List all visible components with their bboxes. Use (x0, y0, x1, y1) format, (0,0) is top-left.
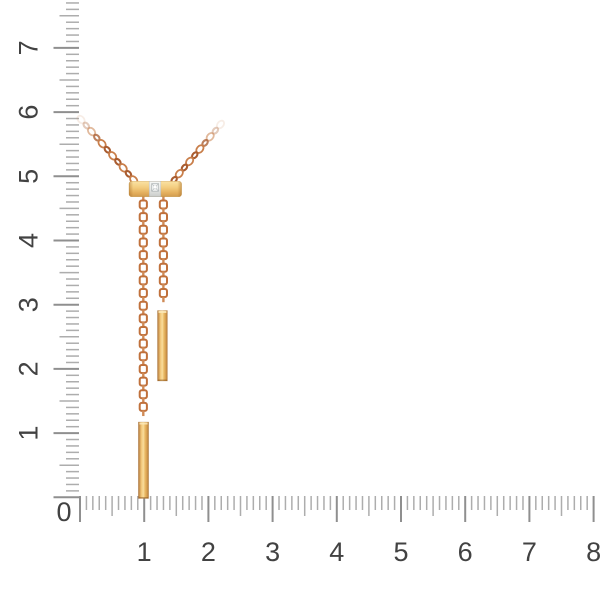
chain-link (158, 199, 169, 210)
chain-link (76, 114, 86, 125)
chain-link (138, 300, 148, 311)
chain-link (138, 275, 148, 286)
h-ruler-label-3: 3 (265, 537, 280, 567)
chain-link (158, 275, 169, 286)
h-ruler-label-6: 6 (458, 537, 473, 567)
chain-link (138, 389, 148, 400)
chain-link (138, 212, 148, 223)
vertical-ruler: 1 2 3 4 5 6 7 (14, 2, 79, 499)
tube-slide-with-diamond (128, 181, 182, 197)
chain-right-arm (164, 119, 225, 191)
h-ruler-label-4: 4 (329, 537, 344, 567)
chain-link (158, 288, 169, 299)
v-ruler-label-1: 1 (14, 426, 44, 441)
chain-left-arm (76, 114, 143, 190)
v-ruler-label-5: 5 (14, 169, 44, 184)
v-ruler-label-3: 3 (14, 297, 44, 312)
bar-top-highlight (139, 422, 148, 425)
hanging-chain-left (138, 196, 148, 417)
chain-link (138, 351, 148, 362)
chain-link (138, 262, 148, 273)
h-ruler-label-7: 7 (522, 537, 537, 567)
chain-link (138, 224, 148, 235)
chain-link (158, 250, 169, 261)
ruler-origin-label: 0 (56, 497, 71, 527)
v-ruler-label-7: 7 (14, 40, 44, 55)
h-ruler-label-8: 8 (586, 537, 600, 567)
chain-link (138, 313, 148, 324)
chain-link (138, 237, 148, 248)
chain-link (138, 326, 148, 336)
h-ruler-label-2: 2 (201, 537, 216, 567)
bar-pendant-short (157, 310, 168, 382)
chain-link (138, 376, 148, 387)
chain-link (138, 288, 148, 299)
chain-link (158, 237, 169, 248)
bar-top-highlight (158, 311, 167, 313)
hanging-chain-right (158, 196, 169, 303)
bar-bottom-shade (158, 379, 167, 381)
chain-link (216, 119, 225, 130)
chain-link (138, 250, 148, 261)
chain-link (138, 199, 148, 210)
necklace (76, 114, 225, 499)
bar-bottom-shade (138, 497, 149, 499)
bar-pendant-long (138, 421, 149, 499)
chain-link (138, 338, 148, 349)
chain-link (158, 262, 169, 273)
chain-link (138, 401, 148, 412)
gold-bar (138, 421, 149, 499)
gold-bar (157, 310, 168, 382)
h-ruler-label-5: 5 (393, 537, 408, 567)
v-ruler-label-2: 2 (14, 361, 44, 376)
horizontal-ruler: 1 2 3 4 5 6 7 8 0 (56, 496, 600, 567)
diamond-sparkle (153, 186, 157, 189)
v-ruler-label-4: 4 (14, 233, 44, 248)
h-ruler-label-1: 1 (137, 537, 152, 567)
chain-link (138, 363, 148, 374)
v-ruler-label-6: 6 (14, 105, 44, 120)
chain-link (158, 212, 169, 223)
chain-link (158, 224, 169, 235)
